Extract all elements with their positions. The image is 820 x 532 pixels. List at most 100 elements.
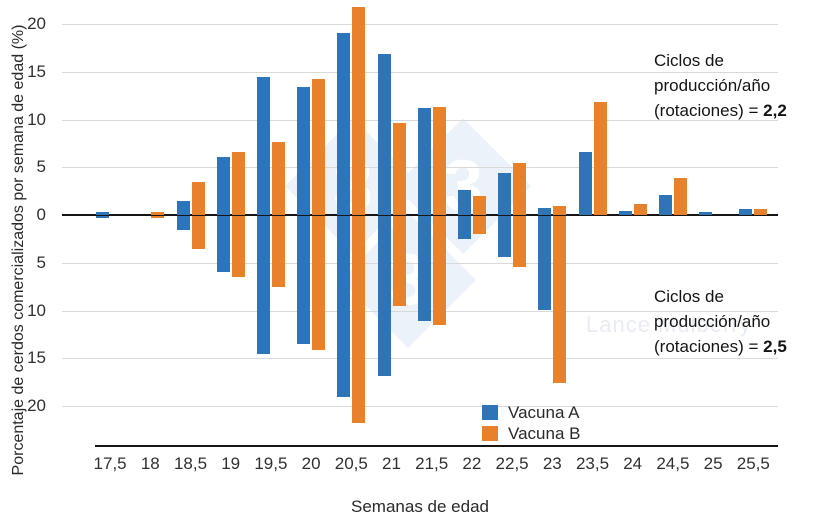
bar-vacuna-a	[256, 76, 270, 215]
x-axis-title: Semanas de edad	[351, 497, 489, 516]
legend-swatch-vacuna-b	[482, 426, 498, 441]
annotation-line: (rotaciones) = 2,2	[654, 101, 787, 120]
bar-vacuna-b	[231, 216, 245, 278]
x-tick-label: 18,5	[173, 454, 208, 473]
x-tick-label: 22,5	[495, 454, 529, 473]
y-tick-label: 20	[27, 396, 46, 415]
y-tick-label: 10	[27, 109, 46, 129]
bar-vacuna-b	[432, 216, 446, 325]
bar-vacuna-b	[392, 123, 406, 215]
bar-vacuna-b	[472, 216, 486, 235]
annotation-line: (rotaciones) = 2,5	[654, 337, 787, 356]
gridline	[62, 71, 778, 73]
x-tick-label: 18	[140, 454, 160, 473]
rotation-value: 2,2	[763, 101, 787, 120]
chart-legend: Vacuna A Vacuna B	[482, 402, 580, 444]
y-tick-label: 0	[36, 205, 46, 224]
bar-vacuna-a	[417, 216, 431, 322]
bar-vacuna-a	[498, 172, 512, 215]
bar-vacuna-b	[352, 216, 366, 424]
bar-vacuna-a	[538, 216, 552, 310]
bar-vacuna-b	[513, 216, 527, 267]
bar-vacuna-b	[271, 216, 285, 287]
bar-vacuna-b	[392, 216, 406, 306]
zero-axis-line	[62, 214, 778, 216]
x-tick-label: 22	[462, 454, 482, 473]
x-tick-label: 25,5	[736, 454, 770, 473]
gridline	[62, 406, 778, 407]
bar-vacuna-a	[297, 216, 311, 344]
y-tick-label: 15	[27, 61, 46, 81]
y-tick-label: 5	[36, 252, 46, 272]
annotation-cycles-bottom: Ciclos de producción/año (rotaciones) = …	[654, 284, 820, 359]
bar-vacuna-b	[633, 203, 647, 215]
bar-vacuna-a	[176, 216, 190, 231]
x-tick-label: 20	[301, 454, 321, 473]
x-tick-label: 17,5	[93, 454, 127, 473]
bar-vacuna-a	[337, 216, 351, 398]
annotation-cycles-top: Ciclos de producción/año (rotaciones) = …	[654, 48, 820, 123]
rotation-value: 2,5	[763, 337, 787, 356]
x-tick-label: 24	[623, 454, 643, 473]
annotation-line: Ciclos de	[654, 51, 724, 70]
bar-vacuna-a	[699, 212, 713, 215]
annotation-line: Ciclos de	[654, 287, 724, 306]
bar-vacuna-a	[618, 211, 632, 215]
bar-vacuna-b	[191, 181, 205, 215]
bar-vacuna-b	[151, 216, 165, 218]
bar-vacuna-a	[377, 53, 391, 215]
x-tick-label: 23	[542, 454, 562, 473]
bar-vacuna-a	[297, 87, 311, 215]
bar-vacuna-b	[673, 177, 687, 215]
bar-vacuna-a	[176, 200, 190, 215]
x-tick-label: 19	[221, 454, 241, 473]
bar-vacuna-a	[739, 209, 753, 215]
bar-vacuna-a	[538, 208, 552, 215]
y-tick-label: 10	[27, 300, 46, 320]
bar-vacuna-a	[498, 216, 512, 258]
legend-swatch-vacuna-a	[482, 405, 498, 420]
bar-vacuna-a	[457, 216, 471, 239]
y-tick-label: 15	[27, 348, 46, 368]
bar-vacuna-a	[417, 108, 431, 215]
annotation-line: producción/año	[654, 76, 771, 95]
bar-vacuna-b	[352, 6, 366, 215]
bar-vacuna-b	[432, 107, 446, 215]
bar-vacuna-a	[96, 216, 110, 218]
gridline	[62, 358, 778, 360]
x-tick-label: 24,5	[656, 454, 690, 473]
bar-vacuna-a	[377, 216, 391, 377]
legend-item-vacuna-a: Vacuna A	[482, 402, 580, 423]
legend-label: Vacuna A	[508, 402, 580, 422]
bar-vacuna-b	[191, 216, 205, 250]
bar-vacuna-b	[151, 212, 165, 215]
x-axis-line	[95, 445, 778, 447]
bar-vacuna-a	[96, 212, 110, 215]
bar-vacuna-a	[256, 216, 270, 354]
bar-vacuna-a	[337, 32, 351, 215]
bar-vacuna-b	[754, 209, 768, 215]
x-tick-label: 20,5	[334, 454, 368, 473]
bar-vacuna-a	[658, 194, 672, 215]
bar-vacuna-b	[271, 142, 285, 215]
bar-vacuna-b	[513, 163, 527, 215]
y-tick-label: 20	[27, 14, 46, 33]
bar-vacuna-b	[472, 195, 486, 215]
bar-vacuna-b	[553, 206, 567, 215]
bar-vacuna-a	[216, 156, 230, 215]
gridline	[62, 24, 778, 25]
legend-label: Vacuna B	[508, 423, 581, 443]
bar-vacuna-b	[312, 216, 326, 350]
bar-vacuna-a	[457, 190, 471, 215]
x-tick-label: 23,5	[575, 454, 610, 473]
bar-vacuna-b	[553, 216, 567, 384]
bar-vacuna-b	[312, 79, 326, 215]
x-tick-label: 21,5	[415, 454, 449, 473]
annotation-line: producción/año	[654, 312, 771, 331]
y-tick-label: 5	[36, 157, 46, 177]
bar-vacuna-b	[593, 102, 607, 215]
bar-vacuna-a	[216, 216, 230, 273]
legend-item-vacuna-b: Vacuna B	[482, 423, 580, 444]
